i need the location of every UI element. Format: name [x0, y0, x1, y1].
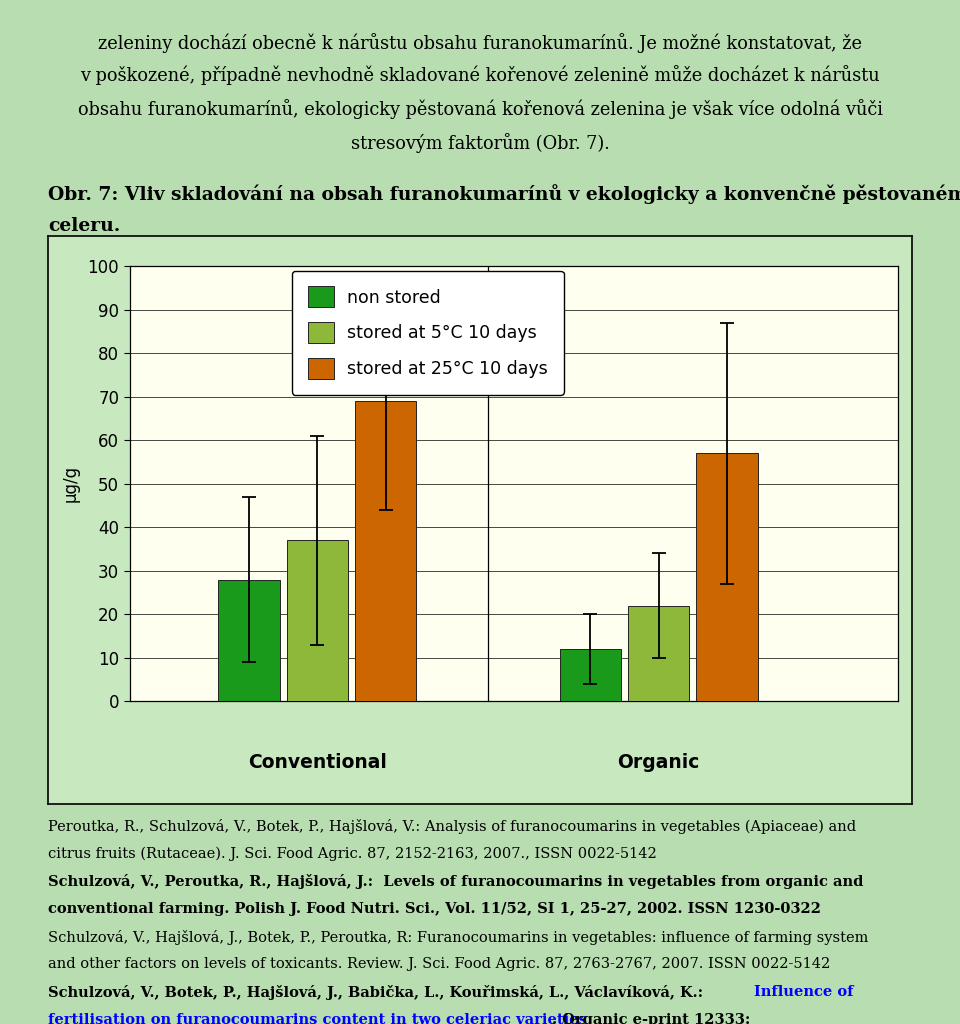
Legend: non stored, stored at 5°C 10 days, stored at 25°C 10 days: non stored, stored at 5°C 10 days, store… [292, 270, 564, 395]
Bar [218, 580, 279, 701]
Text: conventional farming. Polish J. Food Nutri. Sci., Vol. 11/52, SI 1, 25-27, 2002.: conventional farming. Polish J. Food Nut… [48, 902, 821, 916]
Bar [628, 606, 689, 701]
Text: stresovým faktorům (Obr. 7).: stresovým faktorům (Obr. 7). [350, 133, 610, 153]
Text: obsahu furanokumarínů, ekologicky pěstovaná kořenová zelenina je však více odoln: obsahu furanokumarínů, ekologicky pěstov… [78, 99, 882, 119]
Text: and other factors on levels of toxicants. Review. J. Sci. Food Agric. 87, 2763-2: and other factors on levels of toxicants… [48, 957, 830, 972]
Text: Schulzová, V., Hajšlová, J., Botek, P., Peroutka, R: Furanocoumarins in vegetabl: Schulzová, V., Hajšlová, J., Botek, P., … [48, 930, 869, 945]
Bar [355, 401, 417, 701]
Text: zeleniny dochází obecně k nárůstu obsahu furanokumarínů. Je možné konstatovat, ž: zeleniny dochází obecně k nárůstu obsahu… [98, 33, 862, 52]
Text: fertilisation on furanocoumarins content in two celeriac varieties: fertilisation on furanocoumarins content… [48, 1013, 587, 1024]
Text: Influence of: Influence of [754, 985, 853, 999]
Bar [696, 454, 757, 701]
Text: Peroutka, R., Schulzová, V., Botek, P., Hajšlová, V.: Analysis of furanocoumarin: Peroutka, R., Schulzová, V., Botek, P., … [48, 819, 856, 835]
Bar [287, 541, 348, 701]
Bar [560, 649, 621, 701]
Text: Conventional: Conventional [248, 753, 387, 772]
Text: Organic: Organic [617, 753, 700, 772]
Text: Schulzová, V., Peroutka, R., Hajšlová, J.:  Levels of furanocoumarins in vegetab: Schulzová, V., Peroutka, R., Hajšlová, J… [48, 874, 863, 890]
Text: Schulzová, V., Botek, P., Hajšlová, J., Babička, L., Kouřimská, L., Václavíková,: Schulzová, V., Botek, P., Hajšlová, J., … [48, 985, 708, 1000]
Text: celeru.: celeru. [48, 217, 120, 236]
Text: . Organic e-print 12333:: . Organic e-print 12333: [552, 1013, 751, 1024]
Text: v poškozené, případně nevhodně skladované kořenové zelenině může docházet k nárů: v poškozené, případně nevhodně skladovan… [81, 66, 879, 85]
Text: Obr. 7: Vliv skladování na obsah furanokumarínů v ekologicky a konvenčně pěstova: Obr. 7: Vliv skladování na obsah furanok… [48, 184, 960, 204]
Y-axis label: µg/g: µg/g [61, 465, 80, 503]
Text: citrus fruits (Rutaceae). J. Sci. Food Agric. 87, 2152-2163, 2007., ISSN 0022-51: citrus fruits (Rutaceae). J. Sci. Food A… [48, 847, 657, 861]
